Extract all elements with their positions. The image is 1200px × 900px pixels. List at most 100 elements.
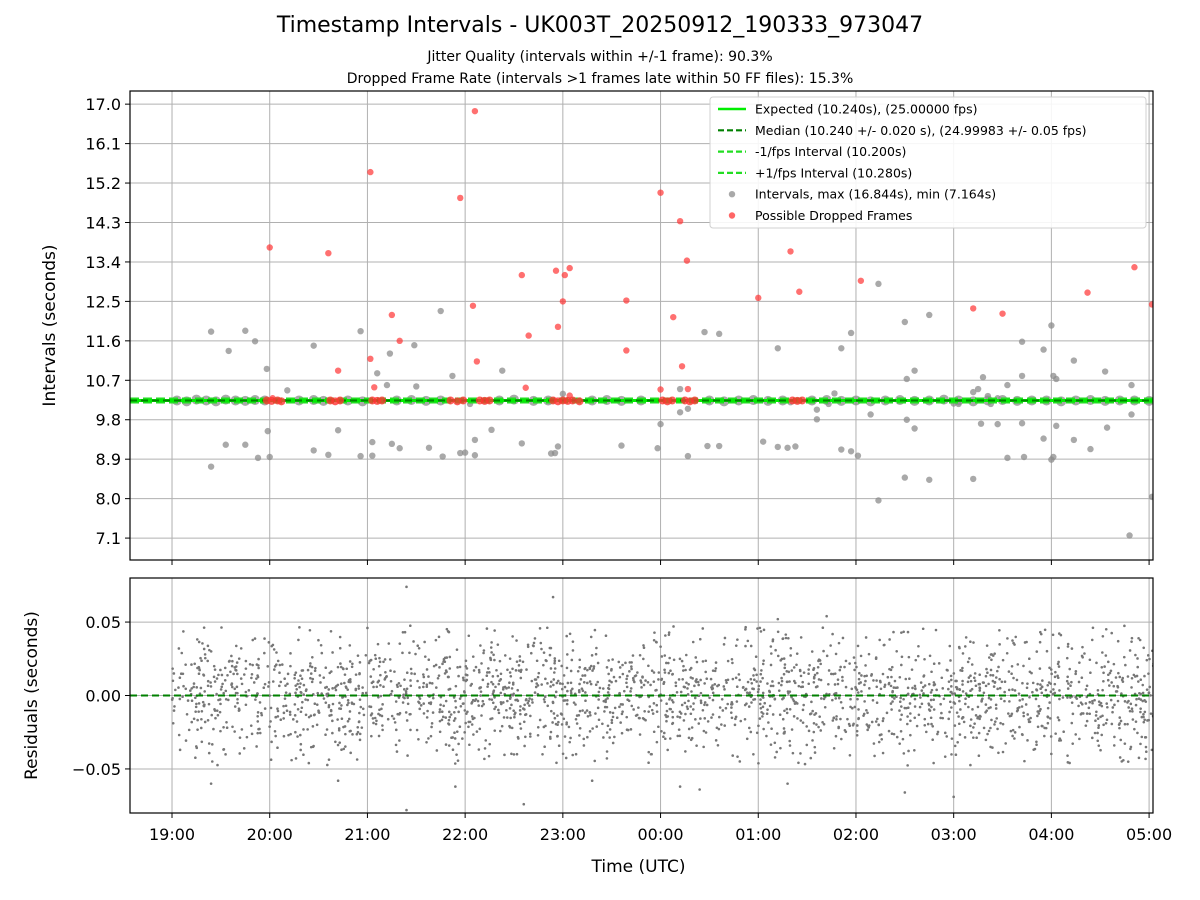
dropped-frame-point [657, 386, 664, 393]
residual-point [1010, 712, 1014, 716]
interval-point [926, 311, 933, 319]
residual-point [488, 671, 491, 674]
residual-point [978, 689, 982, 692]
residual-point [1053, 675, 1057, 679]
residual-point [177, 647, 181, 650]
residual-point [284, 691, 288, 694]
residual-point [255, 745, 258, 748]
residual-point [647, 750, 651, 754]
residual-point [297, 679, 300, 682]
dropped-frame-point [371, 384, 378, 391]
residual-point [846, 717, 849, 721]
residual-point [540, 647, 543, 651]
residual-point [569, 691, 573, 695]
residual-point [922, 692, 925, 695]
residual-point [1113, 735, 1116, 739]
residual-point [1091, 699, 1094, 703]
residual-point [1109, 669, 1113, 673]
residual-point [678, 734, 682, 738]
residual-point [578, 726, 582, 730]
residual-point [610, 667, 613, 671]
residual-point [532, 641, 536, 645]
residual-point [294, 691, 297, 695]
residual-point [1065, 679, 1069, 683]
interval-point [847, 329, 855, 337]
residual-point [770, 727, 773, 730]
residual-point [960, 717, 964, 720]
residual-point [655, 703, 659, 707]
residual-point [940, 711, 943, 715]
residual-point [1094, 719, 1097, 723]
residual-point [663, 654, 667, 657]
residual-point [618, 705, 621, 709]
residual-point [1154, 673, 1157, 676]
residual-point [1123, 700, 1127, 703]
residual-point [496, 674, 500, 678]
residual-point [578, 690, 581, 694]
residual-point [812, 721, 816, 725]
residual-point [1119, 738, 1123, 742]
residual-point [233, 730, 236, 733]
residual-point [304, 713, 308, 717]
residual-point [593, 628, 597, 632]
residual-point [1011, 728, 1015, 732]
residual-point [1115, 690, 1119, 693]
residual-point [342, 747, 346, 751]
residual-point [262, 686, 266, 690]
residual-point [445, 627, 449, 631]
residual-point [1130, 707, 1134, 710]
residual-point [288, 713, 292, 716]
interval-point [911, 425, 918, 432]
residual-point [755, 673, 758, 677]
residual-point [969, 640, 972, 643]
residual-point [817, 725, 820, 729]
residual-point [238, 752, 242, 755]
residual-point [647, 761, 650, 765]
residual-point [565, 634, 568, 638]
residual-point [425, 685, 429, 689]
residual-point [589, 713, 592, 717]
residual-point [237, 657, 241, 660]
residual-point [1034, 697, 1038, 701]
residual-point [1126, 675, 1130, 678]
residual-point [758, 702, 762, 706]
residual-point [923, 717, 927, 721]
residual-point [1100, 704, 1104, 708]
residual-point [485, 674, 489, 678]
residual-point [584, 691, 587, 694]
residual-point [415, 728, 419, 732]
residual-point [586, 714, 590, 718]
residual-point [674, 684, 678, 688]
residual-point [315, 723, 319, 727]
residual-point [896, 686, 899, 689]
dropped-frame-point [367, 355, 374, 363]
residual-point [519, 676, 523, 680]
residual-point [180, 651, 184, 655]
residual-point [590, 654, 594, 657]
residual-point [453, 710, 456, 714]
residual-point [1142, 720, 1146, 724]
residual-point [920, 702, 924, 706]
dropped-frame-point [446, 396, 455, 405]
y-tick-label: 15.2 [85, 174, 121, 193]
residual-point [438, 666, 441, 669]
residual-point [909, 719, 912, 723]
residual-point [557, 744, 561, 748]
residual-point [743, 717, 747, 721]
residual-point [761, 691, 765, 695]
interval-point [251, 338, 259, 345]
residual-point [427, 737, 430, 740]
residual-point [409, 679, 412, 682]
residual-point [1066, 754, 1069, 757]
residual-point [300, 677, 304, 681]
interval-point [518, 440, 526, 447]
residual-point [1130, 686, 1133, 689]
residual-point [266, 665, 270, 668]
residual-point [832, 747, 836, 750]
residual-point [358, 671, 361, 675]
residual-point [705, 703, 709, 707]
residual-point [270, 740, 273, 744]
residual-point [442, 657, 446, 661]
residual-point [358, 661, 362, 664]
interval-point [1101, 368, 1109, 375]
